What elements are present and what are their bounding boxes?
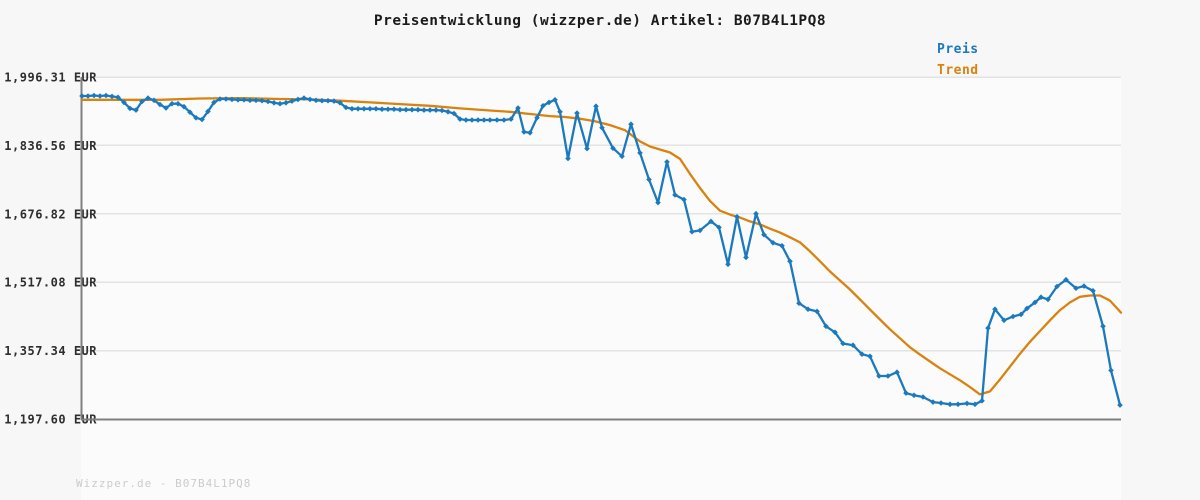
watermark-text: Wizzper.de - B07B4L1PQ8	[76, 477, 252, 490]
plot-background	[81, 77, 1121, 500]
legend-item-preis: Preis	[937, 42, 979, 57]
y-axis-label: 1,197.60 EUR	[4, 413, 97, 427]
y-axis-label: 1,836.56 EUR	[4, 139, 97, 153]
y-axis-label: 1,517.08 EUR	[4, 276, 97, 290]
y-axis-label: 1,996.31 EUR	[4, 71, 97, 85]
y-axis-label: 1,357.34 EUR	[4, 344, 97, 358]
trend-line	[80, 96, 1123, 396]
chart-title: Preisentwicklung (wizzper.de) Artikel: B…	[373, 13, 827, 29]
y-axis-label: 1,676.82 EUR	[4, 207, 97, 221]
chart-legend: Preis Trend	[937, 39, 979, 81]
legend-item-trend: Trend	[937, 63, 979, 78]
